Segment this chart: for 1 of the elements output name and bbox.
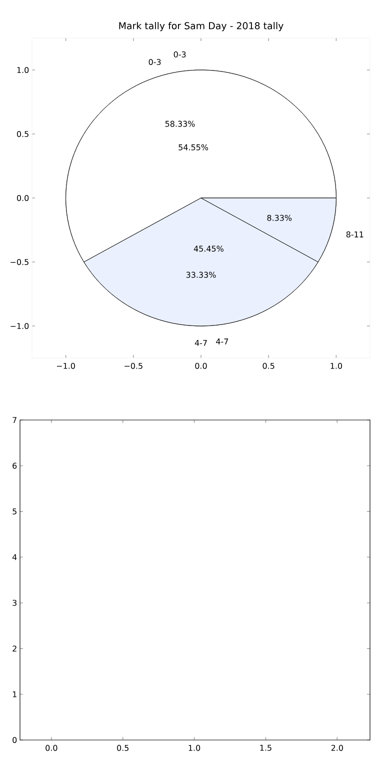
chart-title: Mark tally for Sam Day - 2018 tally <box>119 22 284 32</box>
